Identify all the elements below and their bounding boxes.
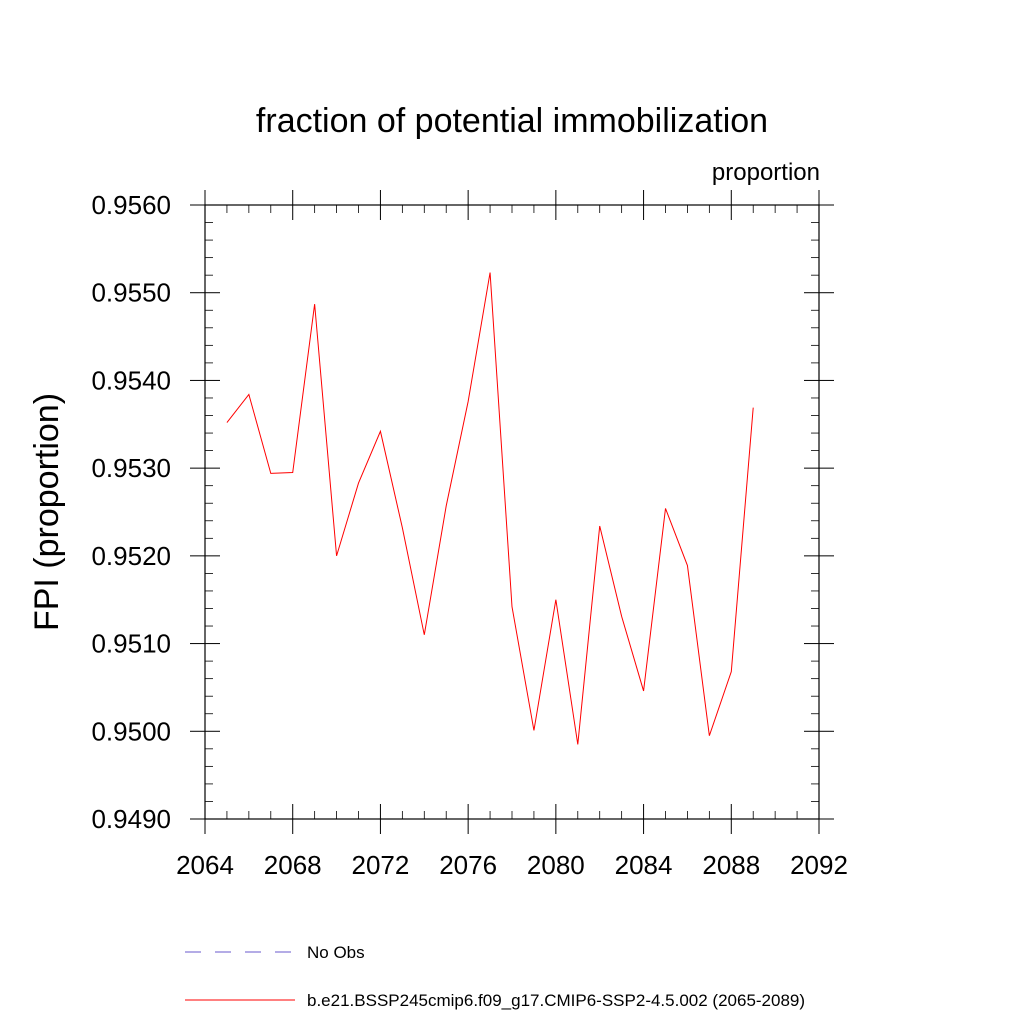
legend-label: No Obs	[307, 943, 365, 962]
x-tick-label: 2080	[527, 850, 585, 880]
y-tick-label: 0.9560	[91, 190, 171, 220]
x-tick-label: 2064	[176, 850, 234, 880]
series-group	[226, 272, 754, 745]
y-tick-label: 0.9530	[91, 453, 171, 483]
y-tick-label: 0.9520	[91, 541, 171, 571]
y-axis-label: FPI (proportion)	[28, 393, 66, 631]
units-label: proportion	[712, 159, 820, 186]
legend-label: b.e21.BSSP245cmip6.f09_g17.CMIP6-SSP2-4.…	[307, 991, 805, 1010]
axis-ticks	[190, 190, 834, 834]
x-tick-label: 2084	[615, 850, 673, 880]
x-tick-label: 2092	[790, 850, 848, 880]
x-tick-label: 2088	[702, 850, 760, 880]
y-tick-label: 0.9550	[91, 278, 171, 308]
y-tick-label: 0.9540	[91, 365, 171, 395]
plot-frame	[204, 204, 820, 820]
y-tick-label: 0.9510	[91, 629, 171, 659]
x-tick-label: 2068	[264, 850, 322, 880]
x-tick-label: 2072	[352, 850, 410, 880]
y-tick-label: 0.9500	[91, 716, 171, 746]
y-tick-label: 0.9490	[91, 804, 171, 834]
series-line	[226, 272, 754, 745]
axis-tick-labels: 2064 2068 2072 2076 2080 2084 2088 2092 0.9490 0.…	[91, 190, 847, 880]
legend: No Obs b.e21.BSSP245cmip6.f09_g17.CMIP6-S…	[185, 943, 805, 1010]
x-tick-label: 2076	[439, 850, 497, 880]
chart-title: fraction of potential immobilization	[256, 102, 768, 140]
